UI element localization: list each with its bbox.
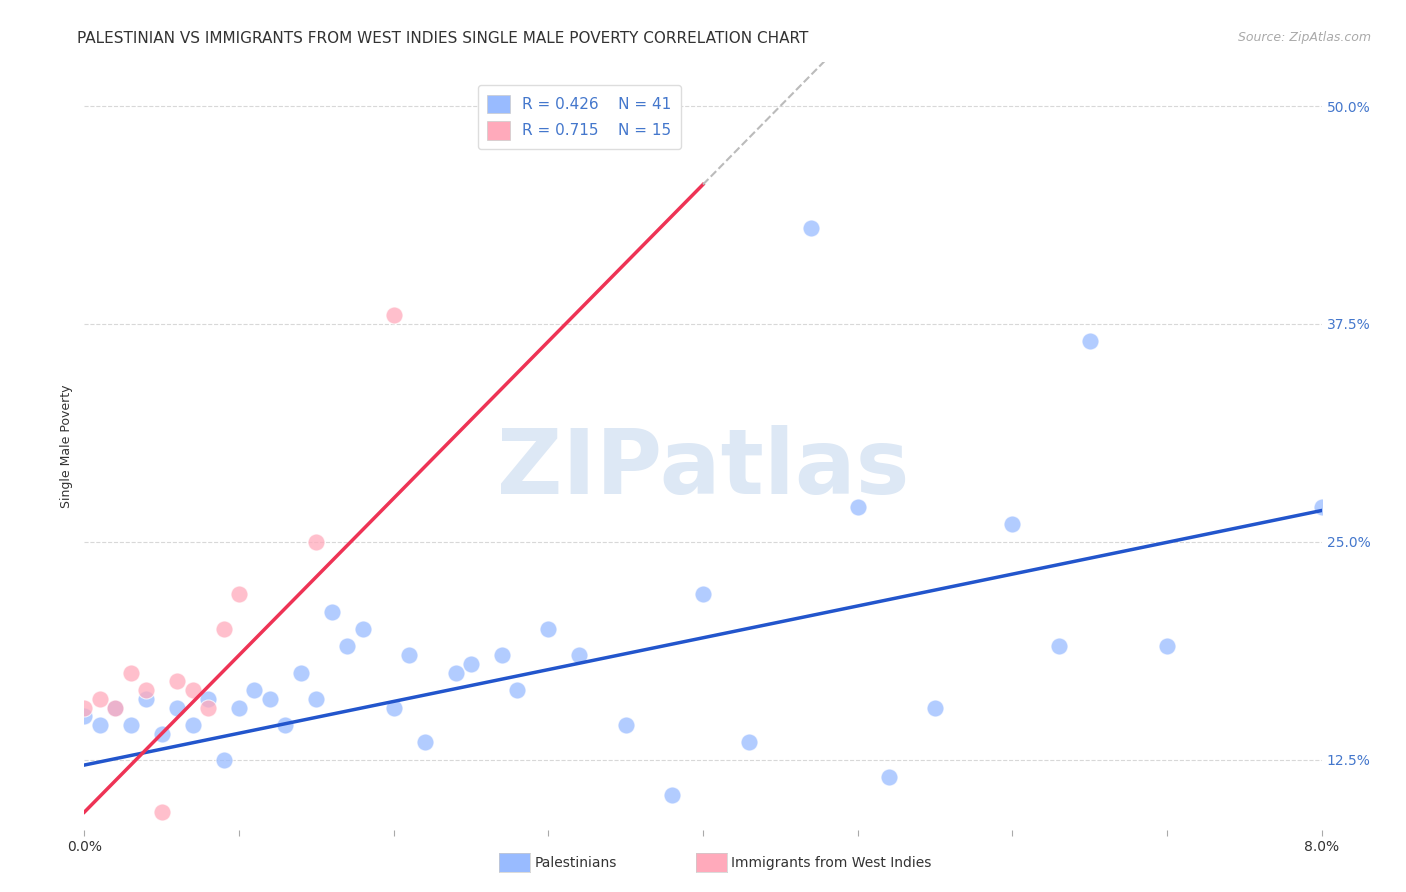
Point [1310,500,1333,514]
Point [382,308,405,322]
Point [305,691,328,706]
Point [212,622,235,636]
Text: Immigrants from West Indies: Immigrants from West Indies [731,855,932,870]
Point [150,805,173,819]
Point [228,587,250,601]
Point [135,683,157,698]
Point [352,622,374,636]
Point [89,718,111,732]
Point [73,709,96,723]
Point [290,665,312,680]
Point [166,700,188,714]
Text: PALESTINIAN VS IMMIGRANTS FROM WEST INDIES SINGLE MALE POVERTY CORRELATION CHART: PALESTINIAN VS IMMIGRANTS FROM WEST INDI… [77,31,808,46]
Point [382,700,405,714]
Point [104,700,127,714]
Point [274,718,297,732]
Point [336,640,359,654]
Point [444,665,467,680]
Point [120,718,142,732]
Point [150,726,173,740]
Point [398,648,420,663]
Point [614,718,637,732]
Point [120,665,142,680]
Point [413,735,436,749]
Point [491,648,513,663]
Point [321,605,343,619]
Y-axis label: Single Male Poverty: Single Male Poverty [60,384,73,508]
Text: Source: ZipAtlas.com: Source: ZipAtlas.com [1237,31,1371,45]
Point [738,735,761,749]
Point [104,700,127,714]
Point [166,674,188,689]
Point [568,648,591,663]
Point [460,657,482,671]
Point [228,700,250,714]
Point [197,691,219,706]
Point [506,875,529,889]
Point [243,683,266,698]
Point [924,700,946,714]
Point [1156,640,1178,654]
Point [1001,517,1024,532]
Point [197,700,219,714]
Point [212,753,235,767]
Point [73,700,96,714]
Point [181,718,204,732]
Point [800,221,823,235]
Point [89,691,111,706]
Point [692,587,714,601]
Text: ZIPatlas: ZIPatlas [496,425,910,513]
Point [537,622,560,636]
Legend: R = 0.426    N = 41, R = 0.715    N = 15: R = 0.426 N = 41, R = 0.715 N = 15 [478,86,681,149]
Point [135,691,157,706]
Point [305,534,328,549]
Point [877,770,900,784]
Text: Palestinians: Palestinians [534,855,617,870]
Point [506,683,529,698]
Point [1047,640,1070,654]
Point [181,683,204,698]
Point [537,857,560,871]
Point [846,500,869,514]
Point [259,691,281,706]
Point [1078,334,1101,349]
Point [661,788,683,802]
